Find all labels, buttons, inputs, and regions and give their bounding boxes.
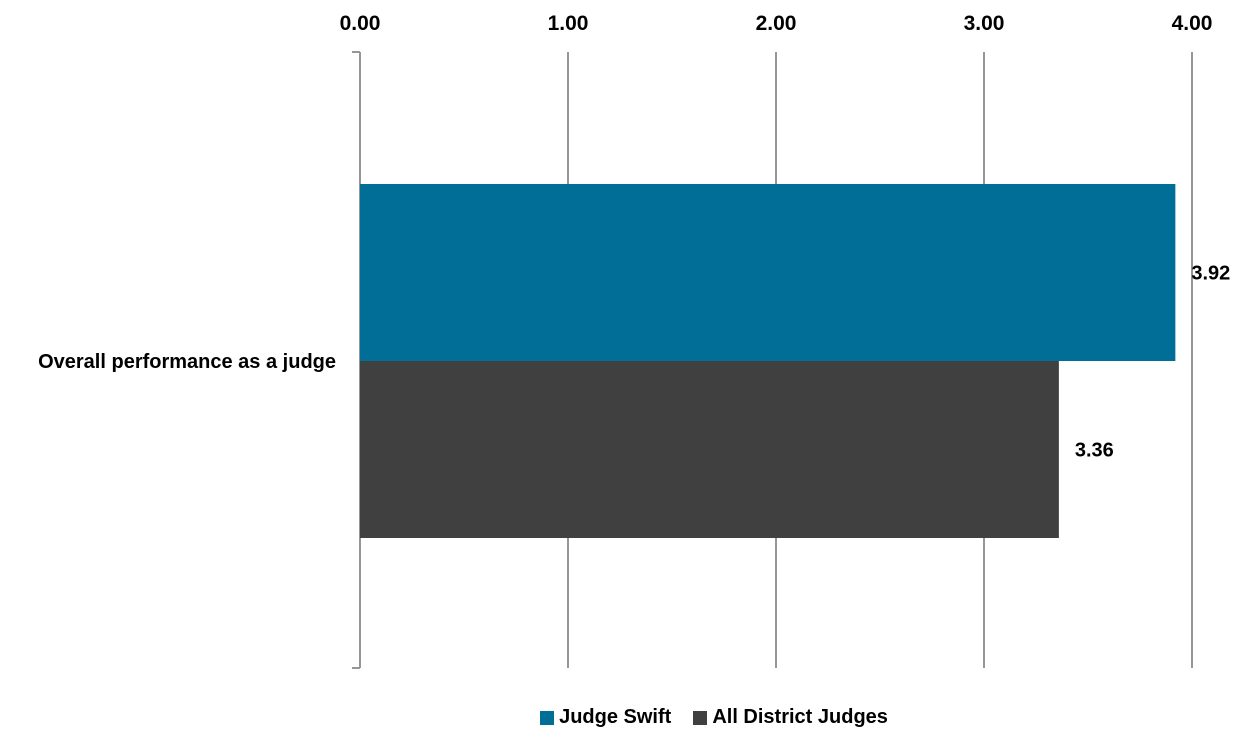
x-tick-label: 4.00 [1172, 12, 1213, 35]
x-tick-label: 2.00 [756, 12, 797, 35]
category-label: Overall performance as a judge [38, 351, 336, 373]
legend-label: Judge Swift [559, 706, 672, 728]
bars [360, 184, 1176, 538]
x-tick-label: 1.00 [548, 12, 589, 35]
bar-all-district-judges [360, 361, 1059, 538]
x-axis-tick-labels: 0.00 1.00 2.00 3.00 4.00 [340, 12, 1213, 35]
data-label: 3.92 [1191, 263, 1230, 285]
data-labels: 3.92 3.36 [1075, 263, 1230, 462]
legend-item-judge-swift: Judge Swift [540, 706, 671, 729]
legend: Judge Swift All District Judges [0, 706, 1243, 729]
legend-item-all-district-judges: All District Judges [693, 706, 888, 729]
legend-swatch-judge-swift [540, 710, 555, 725]
x-tick-label: 3.00 [964, 12, 1005, 35]
data-label: 3.36 [1075, 440, 1114, 462]
bar-judge-swift [360, 184, 1176, 361]
legend-label: All District Judges [712, 706, 888, 728]
legend-swatch-all-district-judges [693, 710, 708, 725]
x-tick-label: 0.00 [340, 12, 381, 35]
bar-chart: 0.00 1.00 2.00 3.00 4.00 3.92 3.36 Overall pe… [38, 12, 1230, 669]
